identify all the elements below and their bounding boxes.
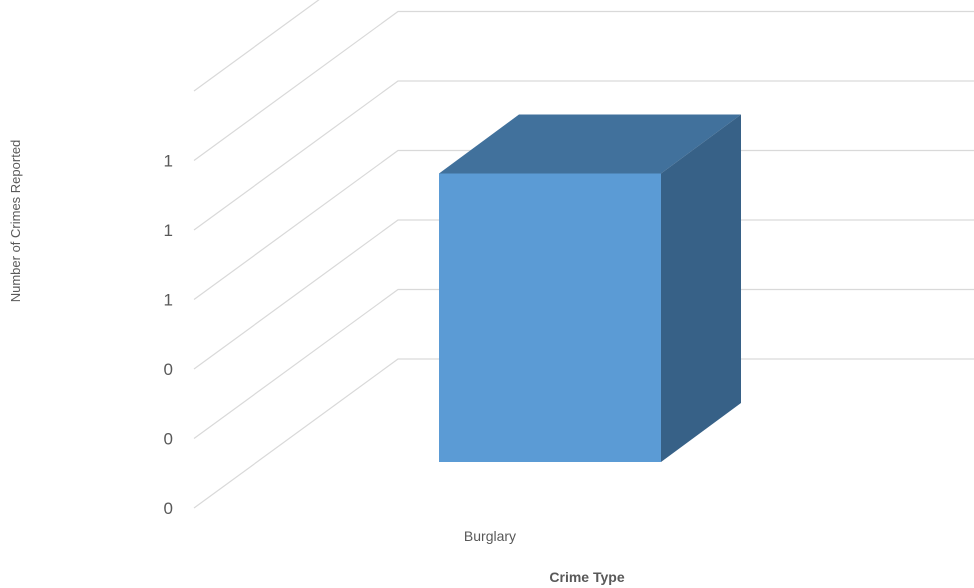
y-axis-ticks: 0 0 0 1 1 1	[164, 152, 173, 519]
gridline	[193, 219, 974, 370]
y-tick-label: 0	[164, 360, 173, 379]
bar-front-face	[439, 173, 661, 462]
y-tick-label: 0	[164, 499, 173, 518]
y-tick-label: 1	[164, 152, 173, 171]
y-tick-label: 1	[164, 221, 173, 240]
bars	[439, 114, 741, 462]
y-tick-label: 1	[164, 291, 173, 310]
bar-top-face	[439, 114, 741, 174]
gridlines	[193, 0, 974, 509]
gridline	[193, 0, 320, 92]
gridline	[193, 149, 974, 300]
x-axis-categories: Burglary	[464, 528, 516, 544]
y-tick-label: 0	[164, 430, 173, 449]
gridline	[193, 288, 974, 439]
gridline	[193, 80, 974, 231]
y-axis-title: Number of Crimes Reported	[8, 140, 23, 303]
category-label: Burglary	[464, 528, 516, 544]
x-axis-title: Crime Type	[549, 569, 624, 585]
gridline	[193, 358, 974, 509]
gridline	[193, 10, 974, 161]
bar-side-face	[661, 114, 741, 462]
